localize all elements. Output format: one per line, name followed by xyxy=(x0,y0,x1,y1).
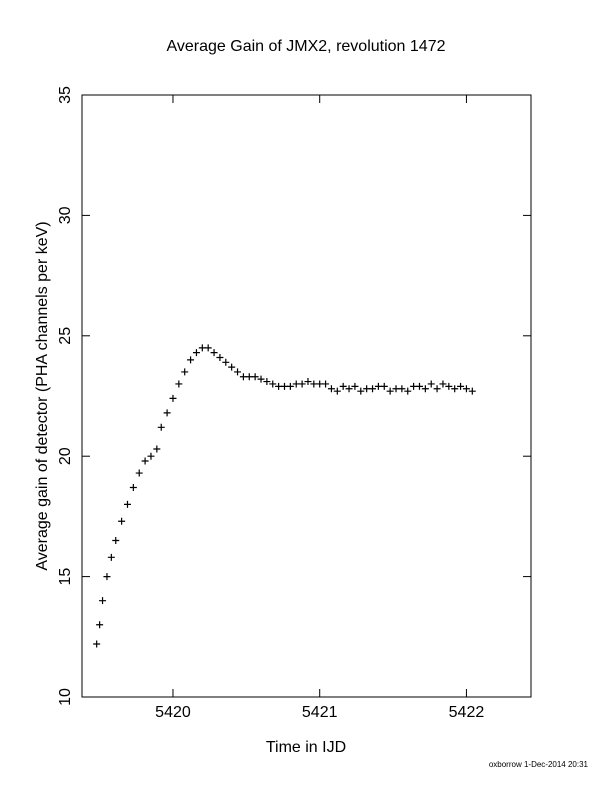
point xyxy=(239,373,247,381)
point xyxy=(357,387,365,395)
point xyxy=(427,380,435,388)
point xyxy=(216,353,224,361)
y-tick-label: 20 xyxy=(57,447,74,465)
point xyxy=(187,356,195,364)
point xyxy=(163,409,171,417)
x-tick-label: 5421 xyxy=(302,704,338,721)
point xyxy=(263,378,271,386)
point xyxy=(112,536,120,544)
point xyxy=(374,382,382,390)
x-tick-label: 5420 xyxy=(155,704,191,721)
point xyxy=(345,385,353,393)
y-tick-label: 30 xyxy=(57,206,74,224)
point xyxy=(451,385,459,393)
point xyxy=(322,380,330,388)
point xyxy=(410,382,418,390)
point xyxy=(175,380,183,388)
point xyxy=(404,387,412,395)
point xyxy=(153,445,161,453)
point xyxy=(192,349,200,357)
point xyxy=(269,380,277,388)
point xyxy=(135,469,143,477)
point xyxy=(129,484,137,492)
y-tick-label: 15 xyxy=(57,568,74,586)
point xyxy=(421,385,429,393)
point xyxy=(245,373,253,381)
point xyxy=(386,387,394,395)
point xyxy=(96,621,104,629)
point xyxy=(369,385,377,393)
y-tick-label: 10 xyxy=(57,688,74,706)
x-axis-label: Time in IJD xyxy=(266,739,346,756)
point xyxy=(222,358,230,366)
point xyxy=(257,375,265,383)
point xyxy=(198,344,206,352)
point xyxy=(380,382,388,390)
point xyxy=(93,640,101,648)
point xyxy=(445,382,453,390)
point xyxy=(457,382,465,390)
point xyxy=(351,382,359,390)
y-tick-label: 25 xyxy=(57,327,74,345)
point xyxy=(169,394,177,402)
point xyxy=(392,385,400,393)
point xyxy=(398,385,406,393)
point xyxy=(275,382,283,390)
point xyxy=(316,380,324,388)
point xyxy=(327,385,335,393)
point xyxy=(123,500,131,508)
point xyxy=(433,385,441,393)
y-tick-label: 35 xyxy=(57,86,74,104)
point xyxy=(468,387,476,395)
point xyxy=(280,382,288,390)
point xyxy=(147,452,155,460)
point xyxy=(103,573,111,581)
point xyxy=(415,382,423,390)
point xyxy=(439,380,447,388)
point xyxy=(462,385,470,393)
chart-title: Average Gain of JMX2, revolution 1472 xyxy=(167,38,446,55)
point xyxy=(210,349,218,357)
point xyxy=(107,553,115,561)
point xyxy=(251,373,259,381)
point xyxy=(157,423,165,431)
x-tick-label: 5422 xyxy=(449,704,485,721)
point xyxy=(298,380,306,388)
point xyxy=(228,363,236,371)
point xyxy=(339,382,347,390)
point xyxy=(234,368,242,376)
point xyxy=(363,385,371,393)
point xyxy=(292,380,300,388)
point xyxy=(118,517,126,525)
point xyxy=(99,597,107,605)
point xyxy=(304,378,312,386)
point xyxy=(181,368,189,376)
point xyxy=(310,380,318,388)
y-axis-label: Average gain of detector (PHA channels p… xyxy=(34,221,51,570)
point xyxy=(286,382,294,390)
footer: oxborrow 1-Dec-2014 20:31 xyxy=(489,760,589,769)
point xyxy=(333,387,341,395)
point xyxy=(204,344,212,352)
point xyxy=(141,457,149,465)
plot-frame xyxy=(81,94,532,698)
